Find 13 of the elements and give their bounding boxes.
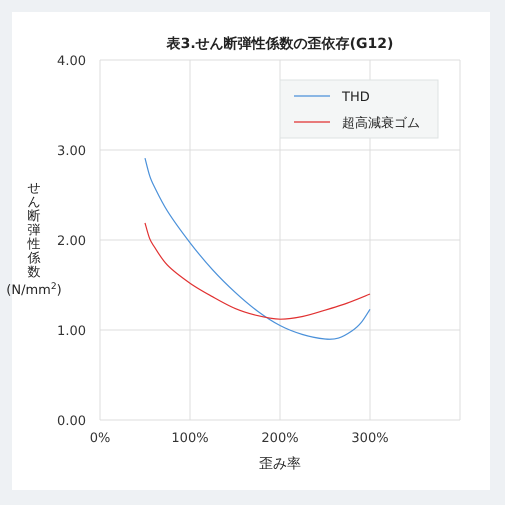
y-tick-label: 1.00 xyxy=(57,324,86,339)
x-tick-label: 200% xyxy=(261,431,299,446)
y-tick-label: 0.00 xyxy=(57,414,86,429)
x-axis-title: 歪み率 xyxy=(259,456,301,472)
x-tick-label: 0% xyxy=(90,431,110,446)
chart-title: 表3.せん断弾性係数の歪依存(G12) xyxy=(166,36,394,52)
y-tick-label: 4.00 xyxy=(57,54,86,69)
x-tick-label: 300% xyxy=(351,431,389,446)
legend-label: 超高減衰ゴム xyxy=(342,115,420,131)
y-tick-label: 2.00 xyxy=(57,234,86,249)
y-tick-label: 3.00 xyxy=(57,144,86,159)
x-tick-label: 100% xyxy=(171,431,209,446)
legend-label: THD xyxy=(341,90,370,105)
